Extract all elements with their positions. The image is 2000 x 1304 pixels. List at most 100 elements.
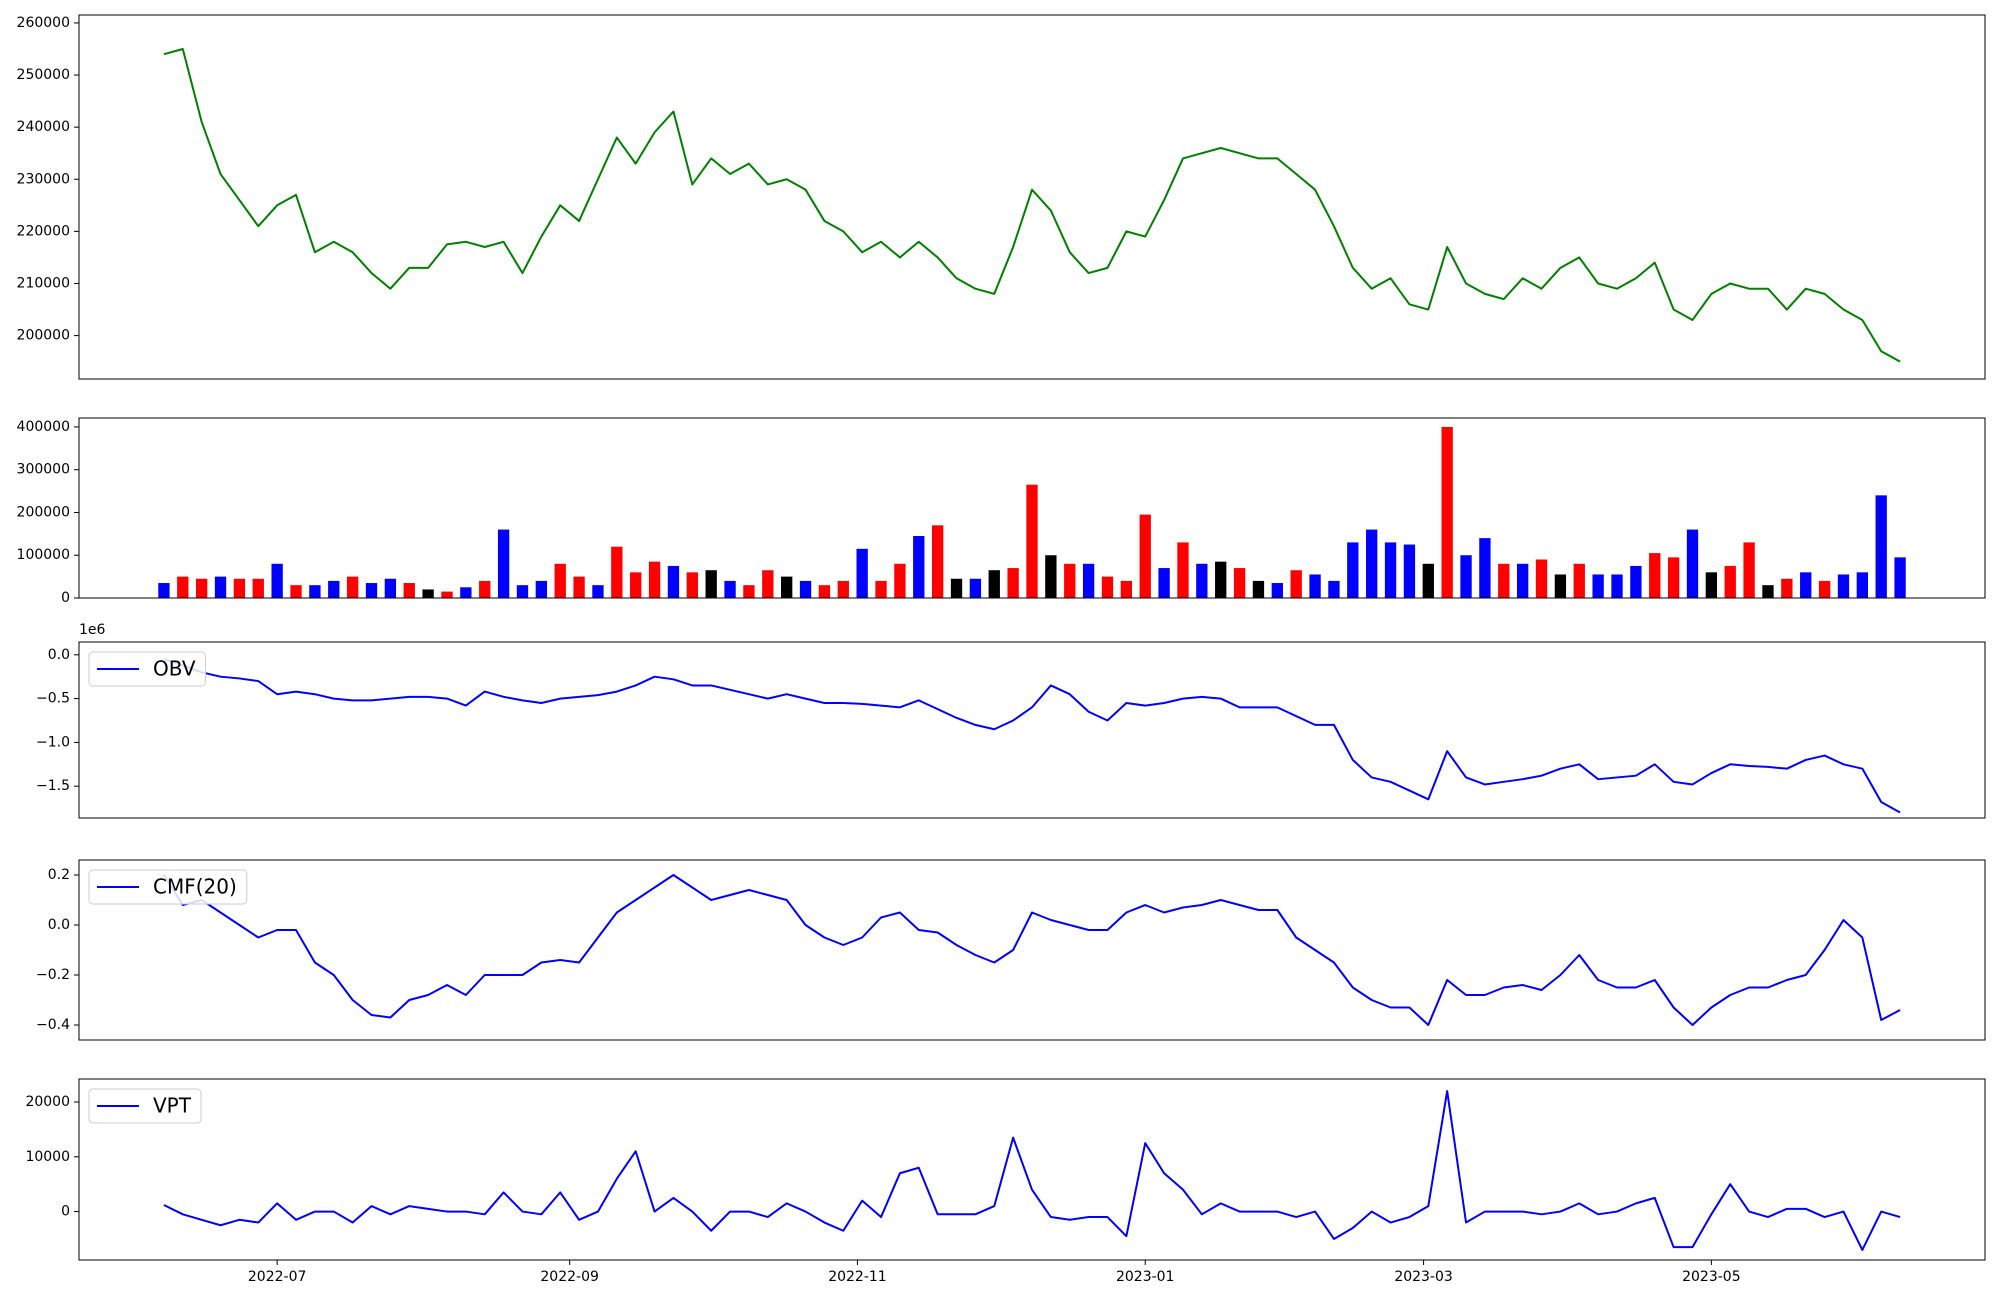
series-line <box>163 874 1901 1026</box>
volume-bar <box>667 565 680 598</box>
volume-bar <box>1309 574 1321 598</box>
y-tick-label: 220000 <box>17 223 70 239</box>
volume-bar <box>630 572 642 598</box>
volume-bar <box>781 576 793 598</box>
volume-bar <box>856 548 868 598</box>
volume-bar <box>1045 555 1057 598</box>
volume-bar <box>1762 585 1774 598</box>
volume-bar <box>1064 563 1076 598</box>
panel-frame <box>78 417 1986 599</box>
volume-bar <box>1856 572 1868 598</box>
volume-bar <box>252 578 264 598</box>
volume-bar <box>271 563 283 598</box>
volume-bar <box>214 576 227 598</box>
volume-bar <box>1535 559 1548 598</box>
y-tick-label: 20000 <box>25 1094 70 1110</box>
volume-bar <box>705 570 717 598</box>
volume-bar <box>1686 529 1699 598</box>
axis-offset-label: 1e6 <box>79 622 106 638</box>
y-tick-label: 200000 <box>17 328 70 344</box>
y-tick-label: −1.0 <box>36 734 70 750</box>
volume-bar <box>1007 568 1019 598</box>
panel-frame <box>78 859 1986 1041</box>
x-tick-label: 2023-05 <box>1682 1269 1741 1285</box>
y-tick-label: 260000 <box>17 15 70 31</box>
y-tick-label: 210000 <box>17 275 70 291</box>
volume-bar <box>1516 563 1529 598</box>
y-tick-label: −0.2 <box>36 967 70 983</box>
volume-bar <box>1743 542 1755 598</box>
x-tick-label: 2023-01 <box>1116 1269 1175 1285</box>
plot-area <box>163 47 1901 363</box>
x-tick-label: 2022-11 <box>828 1269 887 1285</box>
volume-bar <box>1196 563 1208 598</box>
series-line <box>163 47 1901 363</box>
volume-bar <box>497 529 510 598</box>
x-tick-label: 2022-07 <box>248 1269 307 1285</box>
y-tick-label: −1.5 <box>36 778 70 794</box>
volume-bar <box>950 578 963 598</box>
panel: 200000 210000 220000 230000 240000 250000 2600… <box>17 14 1986 380</box>
volume-bar <box>743 585 755 598</box>
volume-bar <box>592 585 604 598</box>
volume-bar <box>1366 529 1378 598</box>
y-tick-label: 250000 <box>17 67 70 83</box>
volume-bar <box>1347 542 1359 598</box>
volume-bar <box>969 578 982 598</box>
volume-bar <box>233 578 246 598</box>
volume-bar <box>328 580 340 598</box>
volume-bar <box>290 585 302 598</box>
volume-bar <box>1215 561 1227 598</box>
volume-bar <box>894 563 906 598</box>
volume-bar <box>1611 574 1623 598</box>
volume-bar <box>1120 580 1133 598</box>
volume-bar <box>1177 542 1189 598</box>
volume-bar <box>1818 580 1831 598</box>
volume-bar <box>346 576 359 598</box>
volume-bar <box>158 583 170 598</box>
volume-bar <box>1837 574 1850 598</box>
volume-bar <box>403 583 415 598</box>
volume-bar <box>196 578 208 598</box>
volume-bar <box>1026 484 1038 598</box>
volume-bar <box>1705 572 1718 598</box>
volume-bar <box>384 578 397 598</box>
volume-bar <box>441 591 453 598</box>
y-tick-label: −0.5 <box>36 691 70 707</box>
volume-bar <box>724 580 736 598</box>
volume-bar <box>988 570 1000 598</box>
panel: 0 10000 20000 2022-07 2022-09 2022-11 2023-01 2… <box>25 1078 1986 1285</box>
volume-bar <box>1158 568 1170 598</box>
volume-bar <box>177 576 189 598</box>
volume-bar <box>460 587 472 598</box>
volume-bar <box>1384 542 1397 598</box>
legend-label: CMF(20) <box>153 875 237 899</box>
volume-bar <box>931 525 944 598</box>
series-line <box>163 1090 1901 1251</box>
volume-bar <box>1422 563 1434 598</box>
y-tick-label: 0.0 <box>48 917 70 933</box>
legend-box <box>88 1088 202 1124</box>
volume-bar <box>516 585 529 598</box>
volume-bar <box>554 563 566 598</box>
volume-bar <box>1724 565 1736 598</box>
volume-bar <box>1498 563 1510 598</box>
y-tick-label: 0.2 <box>48 867 70 883</box>
y-tick-label: 230000 <box>17 171 70 187</box>
y-tick-label: 400000 <box>17 419 70 435</box>
volume-bar <box>1252 580 1265 598</box>
volume-bar <box>1460 555 1472 598</box>
y-tick-label: −0.4 <box>36 1017 70 1033</box>
volume-bar <box>1233 568 1246 598</box>
volume-bar <box>535 580 548 598</box>
panel: 0 100000 200000 300000 400000 <box>17 417 1986 606</box>
plot-area <box>163 658 1901 814</box>
volume-bar <box>1271 583 1283 598</box>
x-tick-label: 2023-03 <box>1394 1269 1453 1285</box>
volume-bar <box>1479 538 1491 598</box>
legend-label: OBV <box>153 657 196 681</box>
panel-frame <box>78 1078 1986 1261</box>
volume-bar <box>818 585 831 598</box>
volume-bar <box>1667 557 1680 598</box>
volume-bar <box>1781 578 1793 598</box>
